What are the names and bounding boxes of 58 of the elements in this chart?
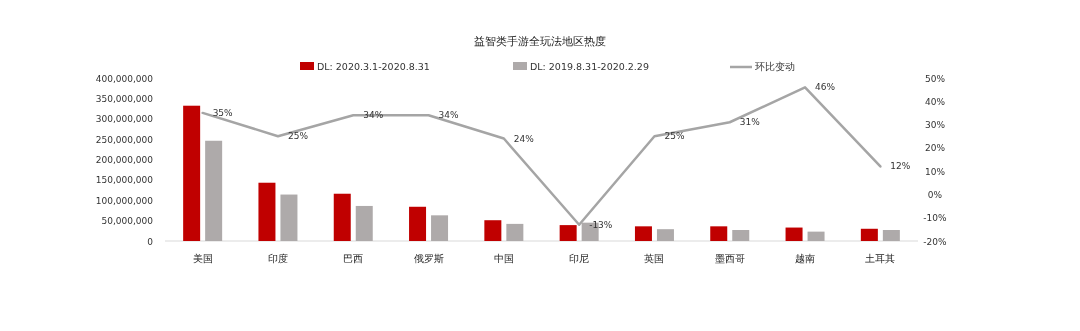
bar <box>785 227 803 241</box>
bar <box>258 182 276 241</box>
data-label: 31% <box>739 117 761 128</box>
bar <box>333 193 351 241</box>
y2-tick-label: 20% <box>924 143 946 154</box>
y2-tick-label: 10% <box>924 166 946 177</box>
y-tick-label: 0 <box>147 236 154 247</box>
y-tick-label: 200,000,000 <box>95 155 154 165</box>
bar <box>431 215 449 241</box>
bar <box>732 230 750 241</box>
data-label: 35% <box>212 107 234 118</box>
data-label: 12% <box>890 161 911 172</box>
x-tick-label: 巴西 <box>343 253 364 264</box>
data-label: 34% <box>363 110 384 121</box>
x-tick-label: 印度 <box>267 253 288 264</box>
y-tick-label: 50,000,000 <box>101 216 154 227</box>
y2-tick-label: 30% <box>924 120 946 131</box>
x-tick-label: 俄罗斯 <box>413 253 444 264</box>
bar <box>860 228 878 241</box>
bar <box>205 140 223 241</box>
y-tick-label: 250,000,000 <box>95 134 154 145</box>
bar <box>506 223 524 241</box>
y2-tick-label: -20% <box>923 236 948 247</box>
x-tick-label: 英国 <box>644 253 665 264</box>
x-tick-label: 墨西哥 <box>714 253 745 264</box>
data-label: 25% <box>664 131 685 142</box>
y-tick-label: 100,000,000 <box>95 195 154 206</box>
chart-title: 益智类手游全玩法地区热度 <box>474 35 606 48</box>
y2-tick-label: 0% <box>927 189 943 200</box>
bar <box>183 105 201 241</box>
data-label: 34% <box>438 110 459 121</box>
y-tick-label: 150,000,000 <box>95 175 154 186</box>
bar <box>807 231 825 241</box>
y-tick-label: 350,000,000 <box>95 93 154 104</box>
x-tick-label: 美国 <box>192 253 213 264</box>
bar <box>280 194 298 241</box>
bar <box>882 230 900 241</box>
y-tick-label: 400,000,000 <box>95 73 154 84</box>
bar <box>409 206 427 241</box>
legend-label: 环比变动 <box>755 61 795 72</box>
data-label: 46% <box>815 82 836 93</box>
bar <box>656 229 674 241</box>
y-tick-label: 300,000,000 <box>95 114 154 125</box>
bar <box>484 220 502 241</box>
x-tick-label: 土耳其 <box>865 253 896 264</box>
data-label: -13% <box>589 219 613 230</box>
data-label: 24% <box>513 133 535 144</box>
y2-tick-label: -10% <box>923 213 948 224</box>
bar <box>710 226 728 241</box>
x-tick-label: 中国 <box>493 253 514 264</box>
data-label: 25% <box>287 131 309 142</box>
x-tick-label: 越南 <box>795 253 816 264</box>
bar <box>355 205 373 241</box>
bar <box>559 225 577 241</box>
y2-tick-label: 40% <box>924 96 946 107</box>
y2-tick-label: 50% <box>924 73 946 84</box>
bar <box>634 226 652 241</box>
x-tick-label: 印尼 <box>569 253 590 264</box>
